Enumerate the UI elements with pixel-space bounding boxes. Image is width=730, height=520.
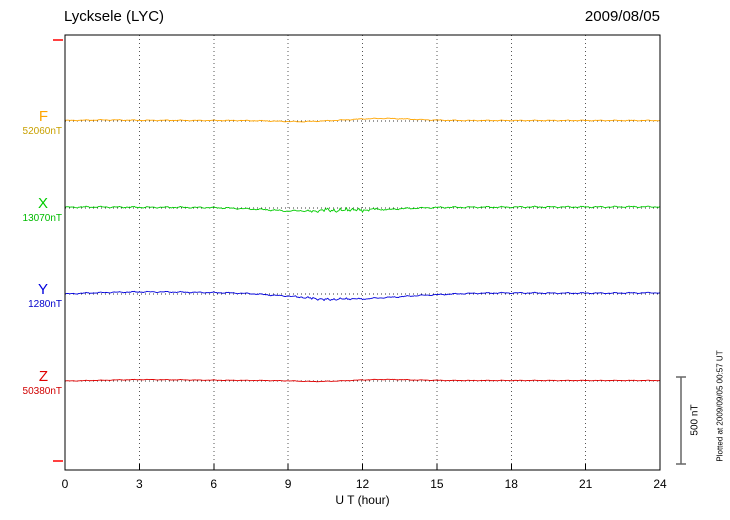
plotted-at-note: Plotted at 2009/09/05 00:57 UT — [715, 350, 725, 462]
plot-frame — [64, 34, 661, 471]
x-tick-label: 21 — [578, 477, 593, 491]
chart-title: Lycksele (LYC) — [64, 8, 165, 25]
x-tick-label: 18 — [504, 477, 518, 491]
axis-tick-marks — [64, 464, 661, 470]
x-tick-label: 12 — [355, 477, 370, 491]
series-baseline-Z: 50380nT — [22, 386, 62, 397]
series-baseline-X: 13070nT — [22, 213, 62, 224]
series-label-Z: Z — [38, 368, 48, 385]
x-tick-label: 3 — [136, 477, 143, 491]
series-label-Y: Y — [37, 281, 48, 298]
series-label-X: X — [37, 195, 48, 212]
trace-Z — [64, 378, 661, 383]
x-axis-label: U T (hour) — [335, 493, 390, 507]
scale-bar-label: 500 nT — [689, 404, 701, 436]
x-tick-label: 0 — [61, 477, 69, 491]
x-tick-label: 15 — [430, 477, 444, 491]
gridlines — [138, 35, 587, 470]
chart-date: 2009/08/05 — [584, 8, 660, 25]
series-baseline-F: 52060nT — [22, 126, 62, 137]
series-baseline-Y: 1280nT — [28, 299, 62, 310]
x-tick-label: 9 — [284, 477, 292, 491]
series-label-F: F — [38, 108, 48, 125]
x-tick-label: 6 — [210, 477, 218, 491]
scale-bar — [676, 376, 686, 465]
trace-X — [64, 205, 661, 213]
data-traces — [64, 117, 661, 383]
trace-Y — [64, 290, 661, 301]
left-edge-red-markers — [53, 39, 63, 462]
trace-F — [64, 117, 661, 123]
x-tick-label: 24 — [653, 477, 667, 491]
